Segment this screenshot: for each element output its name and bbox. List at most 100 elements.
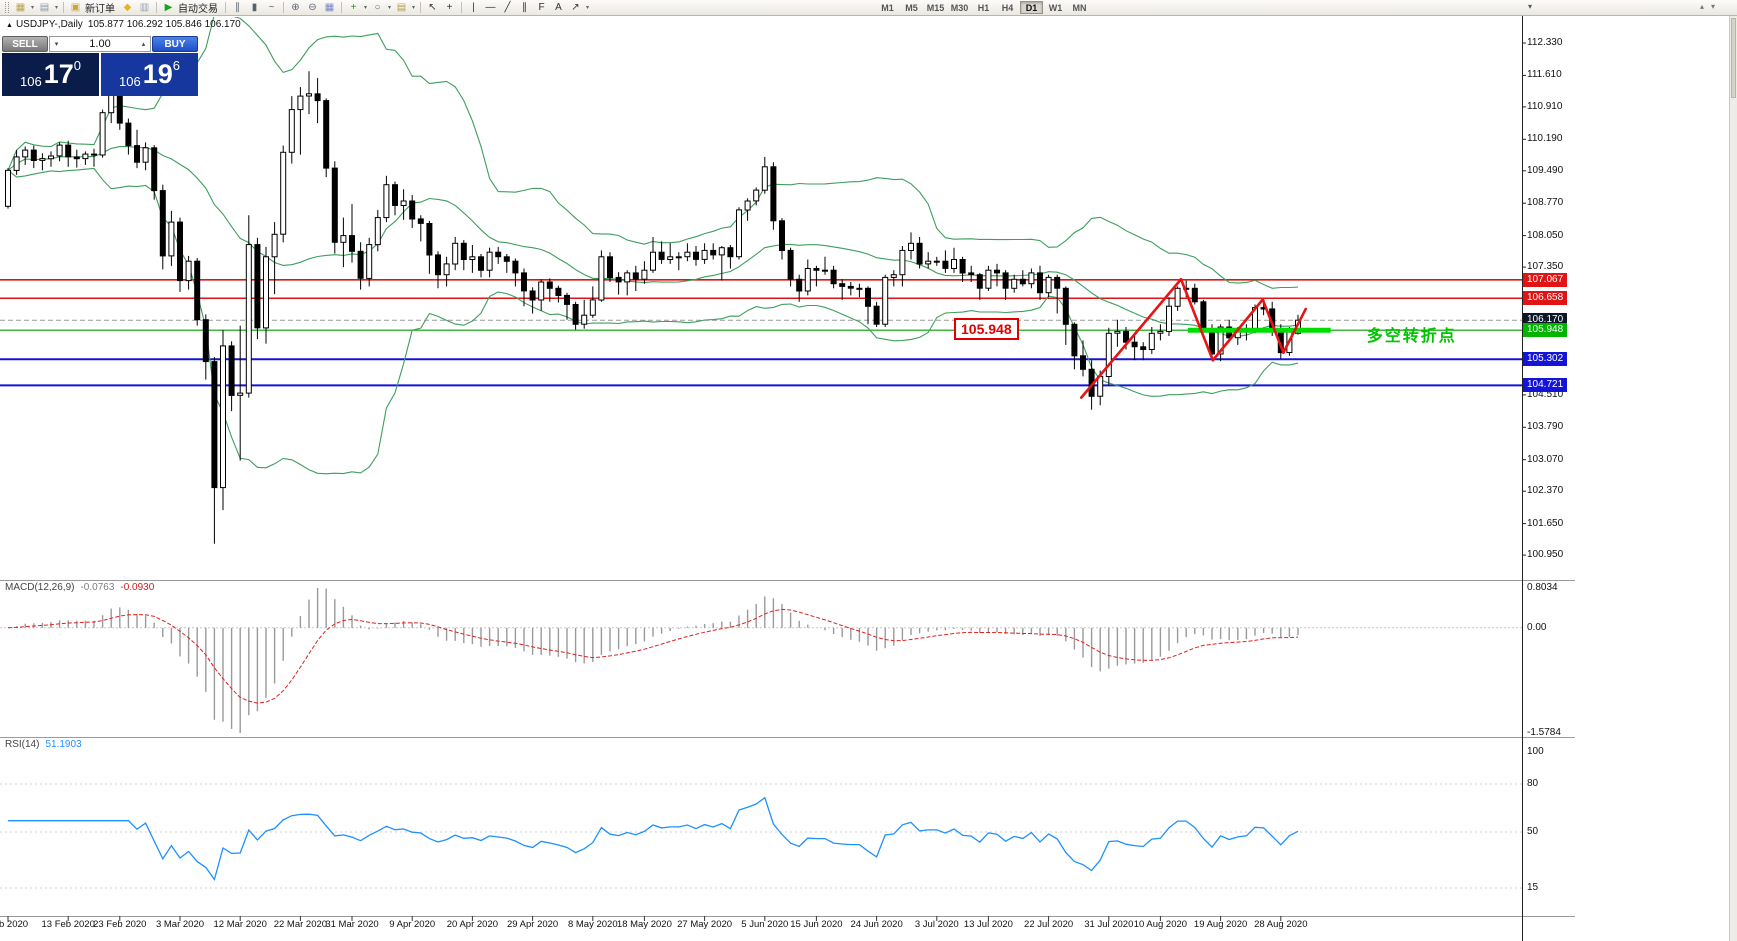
text-label-icon[interactable]: A <box>555 2 562 13</box>
horizontal-line-icon[interactable]: ― <box>485 2 496 13</box>
periods-dropdown-icon[interactable]: ▾ <box>387 5 391 11</box>
price-tick-label: 101.650 <box>1527 517 1564 529</box>
fibonacci-icon[interactable]: F <box>538 2 545 13</box>
date-tick-label: 20 Apr 2020 <box>446 919 499 930</box>
indicators-add-icon[interactable]: + <box>350 2 357 13</box>
volume-field[interactable]: ▾ 1.00 ▴ <box>49 36 151 52</box>
toolbar-left-group: ▦ ▾ ▤ ▾ ▣ 新订单 ◆ ▥ ▶ 自动交易 ∥ ▮ ~ ⊕ ⊖ ▦ + ▾ ○ ▾ ▤ ▾ ↖ + | ― ╱ ∥ F A ↗ ▾ <box>2 0 591 15</box>
bar-chart-icon[interactable]: ∥ <box>235 2 240 13</box>
price-tick-label: 102.370 <box>1527 485 1564 497</box>
objects-dropdown-icon[interactable]: ▾ <box>585 5 589 11</box>
toolbar-separator <box>225 2 226 13</box>
profiles-icon[interactable]: ▤ <box>39 2 50 13</box>
macd-scale-label: 0.8034 <box>1527 582 1558 593</box>
price-tick-label: 108.770 <box>1527 197 1564 209</box>
support-price-badge-1: 105.302 <box>1523 352 1568 367</box>
rsi-scale-label: 50 <box>1527 826 1539 837</box>
buy-price[interactable]: 106 19 6 <box>101 53 198 96</box>
scroll-up-icon[interactable]: ▴ <box>1700 2 1705 11</box>
date-tick-label: 18 May 2020 <box>616 919 672 930</box>
resistance-price-badge-2: 106.658 <box>1523 291 1568 306</box>
scrollbar-thumb[interactable] <box>1731 18 1736 98</box>
timeframe-mn-button[interactable]: MN <box>1072 3 1087 13</box>
autotrading-play-icon[interactable]: ▶ <box>164 2 173 13</box>
new-order-button[interactable]: 新订单 <box>85 4 115 15</box>
trendline-icon[interactable]: ╱ <box>504 2 511 13</box>
collapse-panel-icon[interactable]: ▲ <box>6 22 13 29</box>
toolbar: ▦ ▾ ▤ ▾ ▣ 新订单 ◆ ▥ ▶ 自动交易 ∥ ▮ ~ ⊕ ⊖ ▦ + ▾ ○ ▾ ▤ ▾ ↖ + | ― ╱ ∥ F A ↗ ▾ M1… <box>0 0 1737 16</box>
volume-value[interactable]: 1.00 <box>89 38 111 50</box>
sell-price-point: 0 <box>73 58 81 73</box>
macd-name: MACD(12,26,9) <box>5 582 75 593</box>
indicators-dropdown-icon[interactable]: ▾ <box>363 5 367 11</box>
date-tick-label: 8 May 2020 <box>567 919 618 930</box>
tile-windows-icon[interactable]: ▦ <box>324 2 335 13</box>
data-window-icon[interactable]: ▥ <box>139 2 150 13</box>
resistance-price-badge-1: 107.067 <box>1523 272 1568 287</box>
date-tick-label: 3 Jul 2020 <box>914 919 959 930</box>
channel-icon[interactable]: ∥ <box>522 2 527 13</box>
price-axis[interactable]: 112.330 111.610 110.910 110.190 109.490 108.7… <box>1523 0 1577 941</box>
turning-point-annotation[interactable]: 多空转折点 <box>1366 328 1457 345</box>
sell-price[interactable]: 106 17 0 <box>2 53 99 96</box>
symbol-period-label: USDJPY-,Daily <box>15 19 83 30</box>
date-tick-label: 23 Feb 2020 <box>93 919 147 930</box>
candlestick-chart-icon[interactable]: ▮ <box>251 2 258 13</box>
templates-icon[interactable]: ▤ <box>396 2 407 13</box>
date-tick-label: 3 Mar 2020 <box>155 919 205 930</box>
vertical-scrollbar[interactable] <box>1729 16 1737 941</box>
new-order-icon[interactable]: ▣ <box>70 2 81 13</box>
buy-button[interactable]: BUY <box>152 36 198 52</box>
scroll-down-icon[interactable]: ▾ <box>1711 2 1716 11</box>
zoom-out-icon[interactable]: ⊖ <box>308 2 317 13</box>
price-tick-label: 109.490 <box>1527 164 1564 176</box>
volume-increase-icon[interactable]: ▴ <box>141 41 146 48</box>
vertical-line-icon[interactable]: | <box>472 2 475 13</box>
date-tick-label: Feb 2020 <box>0 919 29 930</box>
date-tick-label: 10 Aug 2020 <box>1133 919 1188 930</box>
new-chart-icon[interactable]: ▦ <box>15 2 26 13</box>
toolbar-overflow-icon[interactable]: ▾ <box>1528 2 1533 11</box>
line-chart-icon[interactable]: ~ <box>268 2 275 13</box>
toolbar-separator <box>420 2 421 13</box>
toolbar-separator <box>63 2 64 13</box>
crosshair-icon[interactable]: + <box>446 2 453 13</box>
timeframe-h4-button[interactable]: H4 <box>1001 3 1014 13</box>
macd-scale-label: -1.5784 <box>1527 727 1561 738</box>
macd-signal-value: -0.0930 <box>120 582 155 593</box>
arrow-objects-icon[interactable]: ↗ <box>571 2 580 13</box>
cursor-icon[interactable]: ↖ <box>428 2 437 13</box>
timeframe-m15-button[interactable]: M15 <box>926 3 945 13</box>
auto-trading-button[interactable]: 自动交易 <box>178 4 218 15</box>
zoom-in-icon[interactable]: ⊕ <box>291 2 300 13</box>
date-tick-label: 24 Jun 2020 <box>850 919 903 930</box>
periods-icon[interactable]: ○ <box>374 2 381 13</box>
chart-title: ▲ USDJPY-,Daily 105.877 106.292 105.846 10… <box>6 19 241 30</box>
price-annotation-label[interactable]: 105.948 <box>954 318 1019 341</box>
timeframe-m5-button[interactable]: M5 <box>905 3 918 13</box>
buy-price-whole: 106 <box>119 74 141 89</box>
sell-button[interactable]: SELL <box>2 36 48 52</box>
profiles-dropdown-icon[interactable]: ▾ <box>54 5 58 11</box>
support-price-badge-2: 104.721 <box>1523 378 1568 393</box>
date-tick-label: 9 Apr 2020 <box>389 919 436 930</box>
volume-decrease-icon[interactable]: ▾ <box>54 41 59 48</box>
price-tick-label: 104.510 <box>1527 388 1564 400</box>
timeframe-d1-button[interactable]: D1 <box>1020 1 1043 14</box>
metaeditor-icon[interactable]: ◆ <box>123 2 132 13</box>
timeframe-w1-button[interactable]: W1 <box>1048 3 1063 13</box>
toolbar-grip[interactable] <box>5 2 9 13</box>
macd-main-value: -0.0763 <box>80 582 115 593</box>
date-tick-label: 15 Jun 2020 <box>790 919 843 930</box>
date-tick-label: 13 Jul 2020 <box>963 919 1013 930</box>
templates-dropdown-icon[interactable]: ▾ <box>411 5 415 11</box>
new-chart-dropdown-icon[interactable]: ▾ <box>30 5 34 11</box>
price-tick-label: 110.910 <box>1527 100 1563 112</box>
timeframe-m30-button[interactable]: M30 <box>950 3 969 13</box>
timeframe-h1-button[interactable]: H1 <box>977 3 990 13</box>
ohlc-readout: 105.877 106.292 105.846 106.170 <box>87 19 241 30</box>
rsi-scale-label: 100 <box>1527 746 1544 757</box>
timeframe-m1-button[interactable]: M1 <box>881 3 894 13</box>
